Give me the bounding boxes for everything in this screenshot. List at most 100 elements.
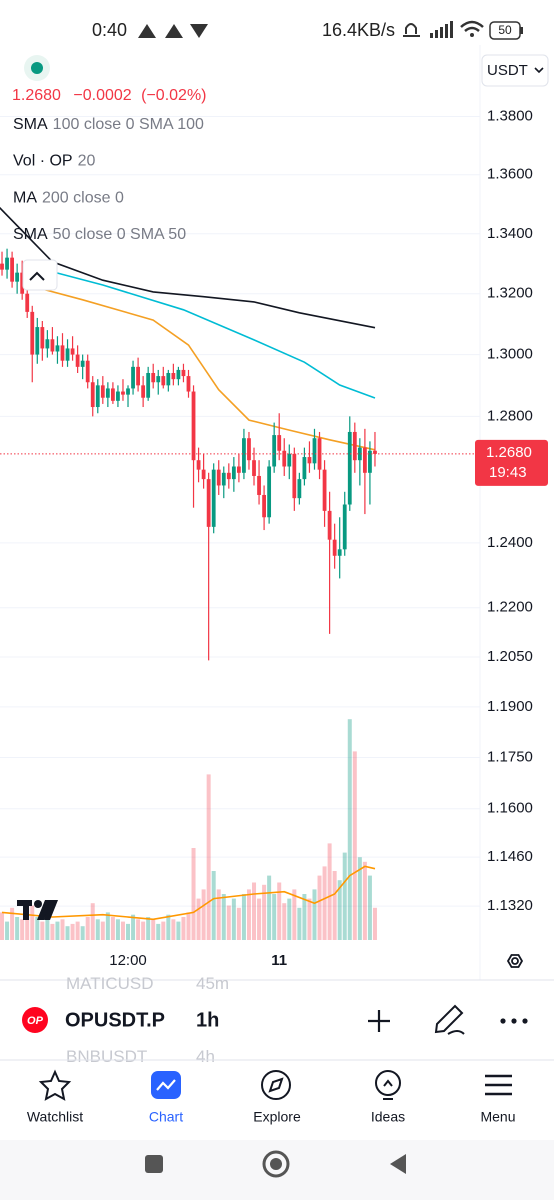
volume-bar xyxy=(211,871,216,940)
volume-bar xyxy=(110,917,115,940)
collapse-icon xyxy=(29,271,45,281)
status-icons xyxy=(138,24,208,38)
volume-bar xyxy=(35,917,40,940)
home-button[interactable] xyxy=(262,1150,290,1178)
draw-button[interactable] xyxy=(434,1004,465,1035)
x-tick-label: 11 xyxy=(271,952,287,969)
candle-body xyxy=(362,447,367,473)
candle-body xyxy=(171,373,176,380)
candle-body xyxy=(312,438,317,464)
nav-tab-label[interactable]: Chart xyxy=(149,1109,183,1125)
candle-body xyxy=(297,479,302,499)
y-tick-label: 1.1750 xyxy=(487,748,533,765)
back-button[interactable] xyxy=(390,1154,406,1174)
volume-bar xyxy=(60,919,65,940)
indicator-name: SMA xyxy=(13,116,48,133)
candle-body xyxy=(45,339,50,349)
indicator-line xyxy=(26,264,376,399)
candle-body xyxy=(65,348,70,361)
explore-needle xyxy=(268,1077,284,1093)
candle-body xyxy=(60,345,65,361)
volume-bar xyxy=(241,894,246,940)
candle-body xyxy=(206,479,211,527)
volume-bar xyxy=(347,719,352,940)
volume-bar xyxy=(90,903,95,940)
symbol-bar xyxy=(0,995,554,1047)
menu-icon[interactable] xyxy=(485,1074,512,1096)
volume-bar xyxy=(50,923,55,940)
hidden-symbol: BNBUSDT xyxy=(66,1047,147,1066)
volume-bar xyxy=(362,861,367,940)
volume-bar xyxy=(231,898,236,940)
volume-bar xyxy=(181,917,186,940)
nav-tab-label[interactable]: Menu xyxy=(480,1109,515,1125)
watchlist-icon[interactable] xyxy=(38,1069,72,1101)
currency-dropdown[interactable] xyxy=(481,54,549,87)
chart-overlay xyxy=(17,259,524,968)
tradingview-logo xyxy=(17,900,58,920)
settings-button[interactable] xyxy=(506,954,524,968)
candle-body xyxy=(55,345,60,352)
price-legend: 1.2680 −0.0002 (−0.02%) xyxy=(12,87,207,104)
candle-body xyxy=(322,469,327,511)
volume-bar xyxy=(30,905,35,940)
volume-bar xyxy=(292,889,297,940)
candle-body xyxy=(272,435,277,467)
volume-bar xyxy=(161,921,166,940)
volume-bar xyxy=(196,898,201,940)
indicator-legend: Vol · OP 20 xyxy=(13,153,95,170)
candle-body xyxy=(327,510,332,540)
ideas-icon[interactable] xyxy=(375,1070,401,1096)
volume-bar xyxy=(317,875,322,940)
interval[interactable]: 1h xyxy=(196,1009,219,1031)
volume-bar xyxy=(25,903,30,940)
y-tick-label: 1.3400 xyxy=(487,225,533,242)
candle-body xyxy=(136,366,140,386)
currency-label[interactable]: USDT xyxy=(487,62,528,79)
hidden-watch-row: BNBUSDT 4h xyxy=(66,1047,215,1066)
volume-bar xyxy=(287,898,292,940)
volume-bar xyxy=(40,921,45,940)
volume-bar xyxy=(372,907,377,940)
candle-body xyxy=(257,475,261,495)
candle-body xyxy=(282,450,287,467)
y-tick-label: 1.1460 xyxy=(487,848,533,865)
hidden-watch-row: MATICUSD 45m xyxy=(66,974,229,993)
y-tick-label: 1.1900 xyxy=(487,698,533,715)
x-tick-label: 12:00 xyxy=(109,952,147,969)
more-button[interactable] xyxy=(500,1018,528,1024)
hidden-interval: 4h xyxy=(196,1047,215,1066)
candle-body xyxy=(0,263,4,270)
volume-bar xyxy=(302,894,307,940)
indicator-name: SMA xyxy=(13,226,48,243)
symbol-name[interactable]: OPUSDT.P xyxy=(65,1009,165,1031)
candle-body xyxy=(236,466,241,473)
symbol-logo xyxy=(22,1007,48,1033)
volume-bar xyxy=(100,921,105,940)
last-price-box xyxy=(475,439,548,486)
candle-body xyxy=(196,460,201,470)
candle-body xyxy=(247,438,251,461)
candle-body xyxy=(186,376,191,392)
explore-icon[interactable] xyxy=(261,1070,291,1100)
volume-bar xyxy=(206,774,211,940)
candle-body xyxy=(216,469,221,486)
add-button[interactable] xyxy=(368,1010,390,1032)
nav-tab-label[interactable]: Explore xyxy=(253,1109,301,1125)
nav-tab-label[interactable]: Ideas xyxy=(371,1109,405,1125)
volume-bar xyxy=(95,919,100,940)
candle-body xyxy=(332,539,337,556)
recents-button[interactable] xyxy=(145,1155,163,1173)
y-tick-label: 1.2800 xyxy=(487,407,533,424)
nav-tab-label[interactable]: Watchlist xyxy=(27,1109,83,1125)
chart: 1.3800 1.3600 1.3400 1.3200 1.3000 1.2800 1.24… xyxy=(0,45,548,980)
volume-bar xyxy=(342,852,347,940)
candle-body xyxy=(50,339,55,352)
system-icons xyxy=(403,20,523,40)
candle-body xyxy=(302,457,307,480)
volume-bar xyxy=(337,880,342,940)
volume-bar xyxy=(45,919,50,940)
volume-bar xyxy=(257,898,262,940)
volume-bar xyxy=(105,912,110,940)
